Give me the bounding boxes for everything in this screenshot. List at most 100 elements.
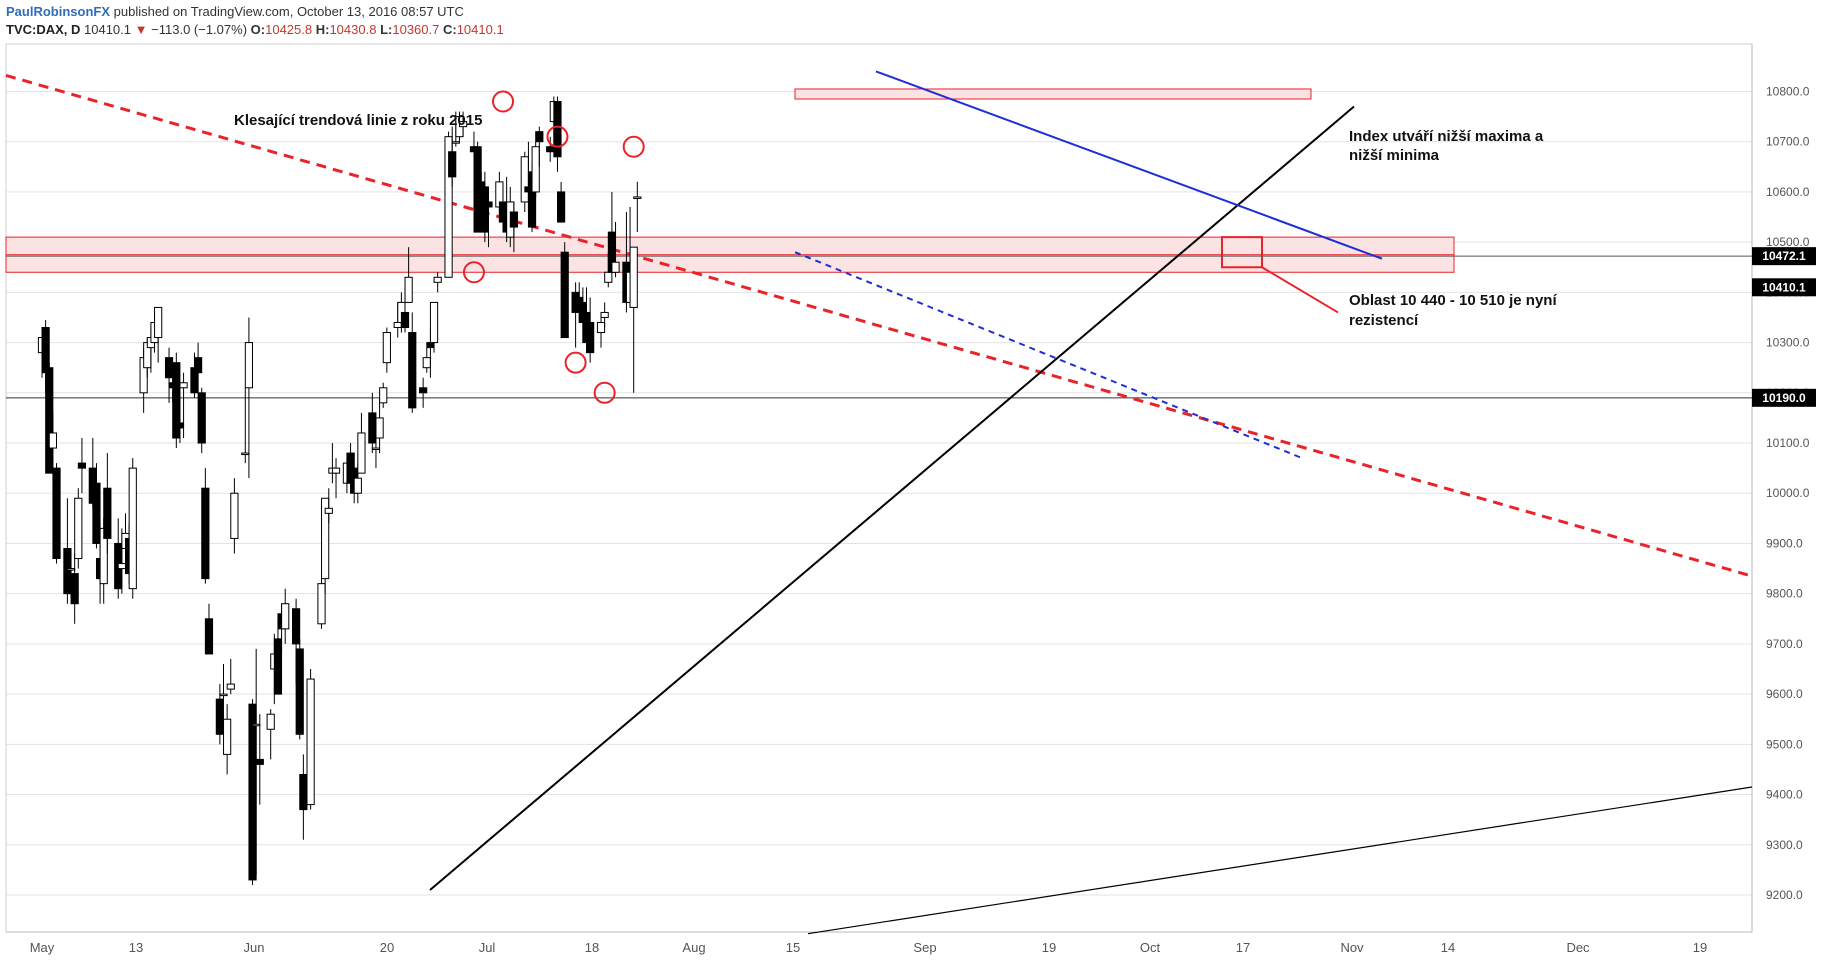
plot-frame (5, 43, 1753, 933)
candle-body (353, 477, 362, 494)
candle-body (546, 146, 555, 153)
candle-body (197, 392, 206, 444)
candle (306, 669, 315, 810)
candle-body (404, 276, 413, 303)
annotation-resistance: Oblast 10 440 - 10 510 je nyní (1349, 292, 1557, 309)
time-tick-label: Jun (244, 940, 265, 955)
candle (408, 312, 417, 413)
candle (382, 327, 391, 373)
time-tick-label: 14 (1441, 940, 1455, 955)
candle (197, 387, 206, 454)
symbol-info: TVC:DAX, D 10410.1 ▼ −113.0 (−1.07%) O:1… (6, 22, 504, 37)
time-tick-label: Oct (1140, 940, 1161, 955)
time-tick-label: Dec (1566, 940, 1590, 955)
candle (154, 306, 163, 363)
candle-body (66, 568, 76, 571)
uptrend-support-line (429, 105, 1355, 891)
candle (248, 699, 257, 885)
candle (244, 317, 254, 479)
candle (114, 518, 123, 599)
price-tick-label: 9500.0 (1766, 737, 1803, 751)
candle (215, 684, 224, 745)
price-tick-label: 10700.0 (1766, 135, 1810, 149)
candle (295, 638, 304, 740)
time-tick-label: Aug (682, 940, 705, 955)
candle-body (444, 136, 453, 278)
close-value: 10410.1 (456, 22, 504, 37)
time-tick-label: 20 (380, 940, 394, 955)
candle (77, 437, 87, 494)
candle-body (74, 497, 83, 560)
candle-body (473, 146, 482, 233)
candle (560, 242, 569, 339)
candle-body (70, 573, 79, 605)
candle (448, 126, 457, 187)
candle-body (575, 296, 584, 303)
price-tick-label: 10100.0 (1766, 436, 1810, 450)
candle-body (226, 683, 235, 690)
price-change: −113.0 (−1.07%) (151, 22, 248, 37)
candle-body (331, 467, 341, 474)
candle-body (400, 311, 410, 329)
candle (321, 497, 330, 594)
candle-body (175, 422, 185, 429)
candle-body (204, 618, 214, 655)
price-tick-label: 10600.0 (1766, 185, 1810, 199)
candle-body (429, 301, 439, 344)
price-label-text: 10472.1 (1762, 249, 1806, 263)
price-label: 10410.1 (1752, 278, 1816, 297)
open-label: O: (250, 22, 266, 37)
candle-body (393, 321, 402, 329)
price-label-bg (1752, 278, 1816, 297)
symbol-label: TVC:DAX, D (6, 22, 81, 37)
candle (633, 181, 642, 233)
candle-body (458, 121, 468, 128)
candle-body (154, 306, 163, 339)
candle-body (179, 382, 188, 389)
candle-body (117, 563, 126, 570)
annotation-pointer-line (1261, 266, 1339, 314)
lower-highs-line (875, 70, 1383, 260)
candle-body (244, 342, 254, 389)
candle (92, 463, 101, 549)
candle (45, 362, 54, 474)
candle-body (273, 638, 283, 695)
candle-body (41, 327, 50, 374)
candle-body (252, 723, 261, 727)
candle-body (531, 146, 540, 193)
time-tick-label: Sep (913, 940, 936, 955)
time-tick-label: 18 (585, 940, 599, 955)
candle (531, 141, 540, 197)
candle-body (586, 321, 595, 354)
time-tick-label: 17 (1236, 940, 1250, 955)
author-link[interactable]: PaulRobinsonFX (6, 4, 110, 19)
lower-lows-dashed-line (794, 251, 1303, 460)
candle-body (77, 462, 87, 469)
annotation-resistance: rezistencí (1349, 312, 1419, 329)
top-resistance-box (794, 88, 1312, 100)
price-label-bg (1752, 388, 1816, 407)
high-value: 10430.8 (329, 22, 377, 37)
candle (281, 588, 290, 644)
time-tick-label: 15 (786, 940, 800, 955)
candle (74, 488, 83, 569)
candle (553, 96, 562, 172)
candle (324, 488, 333, 524)
price-tick-label: 9800.0 (1766, 587, 1803, 601)
candle-body (164, 357, 174, 379)
candle-body (128, 467, 137, 590)
candle (223, 704, 232, 775)
candle-body (477, 181, 486, 188)
candle-body (241, 452, 250, 456)
candle (429, 301, 439, 353)
annotation-downtrend: Klesající trendová linie z roku 2015 (234, 112, 482, 129)
candle (266, 709, 275, 760)
high-label: H: (315, 22, 330, 37)
price-tick-label: 10300.0 (1766, 336, 1810, 350)
time-tick-label: Jul (479, 940, 496, 955)
candle-body (219, 693, 228, 697)
candle (375, 397, 384, 454)
candle-body (292, 608, 301, 645)
candle (600, 302, 609, 328)
